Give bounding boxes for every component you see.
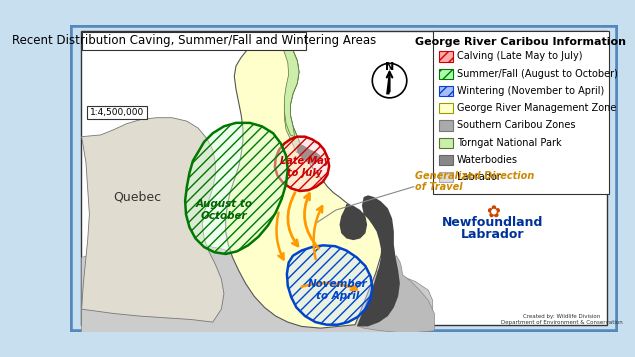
Text: ✿: ✿: [486, 203, 500, 222]
Polygon shape: [185, 123, 288, 254]
Text: Newfoundland: Newfoundland: [443, 216, 544, 230]
Polygon shape: [340, 204, 367, 240]
Polygon shape: [275, 137, 329, 191]
Polygon shape: [287, 245, 372, 325]
Polygon shape: [386, 67, 389, 94]
Polygon shape: [297, 144, 321, 164]
Text: 1:4,500,000: 1:4,500,000: [90, 108, 144, 117]
Text: George River Caribou Information: George River Caribou Information: [415, 37, 626, 47]
Text: Summer/Fall (August to October): Summer/Fall (August to October): [457, 69, 618, 79]
Text: Waterbodies: Waterbodies: [457, 155, 518, 165]
Bar: [439, 172, 453, 182]
Text: Southern Caribou Zones: Southern Caribou Zones: [457, 120, 575, 130]
Polygon shape: [82, 118, 224, 322]
Text: November
to April: November to April: [308, 280, 368, 301]
FancyBboxPatch shape: [432, 31, 608, 195]
FancyBboxPatch shape: [87, 106, 147, 120]
Bar: [439, 103, 453, 114]
Polygon shape: [225, 33, 383, 328]
Text: Labrador: Labrador: [457, 172, 500, 182]
FancyBboxPatch shape: [82, 32, 306, 50]
Polygon shape: [359, 256, 434, 332]
Text: Wintering (November to April): Wintering (November to April): [457, 86, 604, 96]
Polygon shape: [82, 242, 432, 332]
Text: Late May
to July: Late May to July: [280, 156, 330, 178]
Bar: [439, 69, 453, 79]
Text: August to
October: August to October: [196, 199, 253, 221]
Bar: [439, 51, 453, 62]
Text: Labrador: Labrador: [461, 228, 525, 241]
Polygon shape: [357, 195, 400, 326]
Bar: [439, 86, 453, 96]
Text: N: N: [385, 62, 394, 72]
Text: Generalized Direction
of Travel: Generalized Direction of Travel: [415, 171, 535, 192]
Bar: [439, 155, 453, 165]
Text: Torngat National Park: Torngat National Park: [457, 138, 561, 148]
Polygon shape: [278, 33, 299, 137]
Polygon shape: [281, 33, 305, 156]
Text: Created by: Wildlife Division
Department of Environment & Conservation: Created by: Wildlife Division Department…: [501, 314, 623, 325]
Text: George River Management Zone: George River Management Zone: [457, 103, 616, 113]
Text: Quebec: Quebec: [114, 191, 162, 203]
Bar: [439, 120, 453, 131]
Text: Calving (Late May to July): Calving (Late May to July): [457, 51, 582, 61]
Bar: [439, 137, 453, 148]
Text: Recent Distribution Caving, Summer/Fall and Wintering Areas: Recent Distribution Caving, Summer/Fall …: [11, 34, 376, 47]
